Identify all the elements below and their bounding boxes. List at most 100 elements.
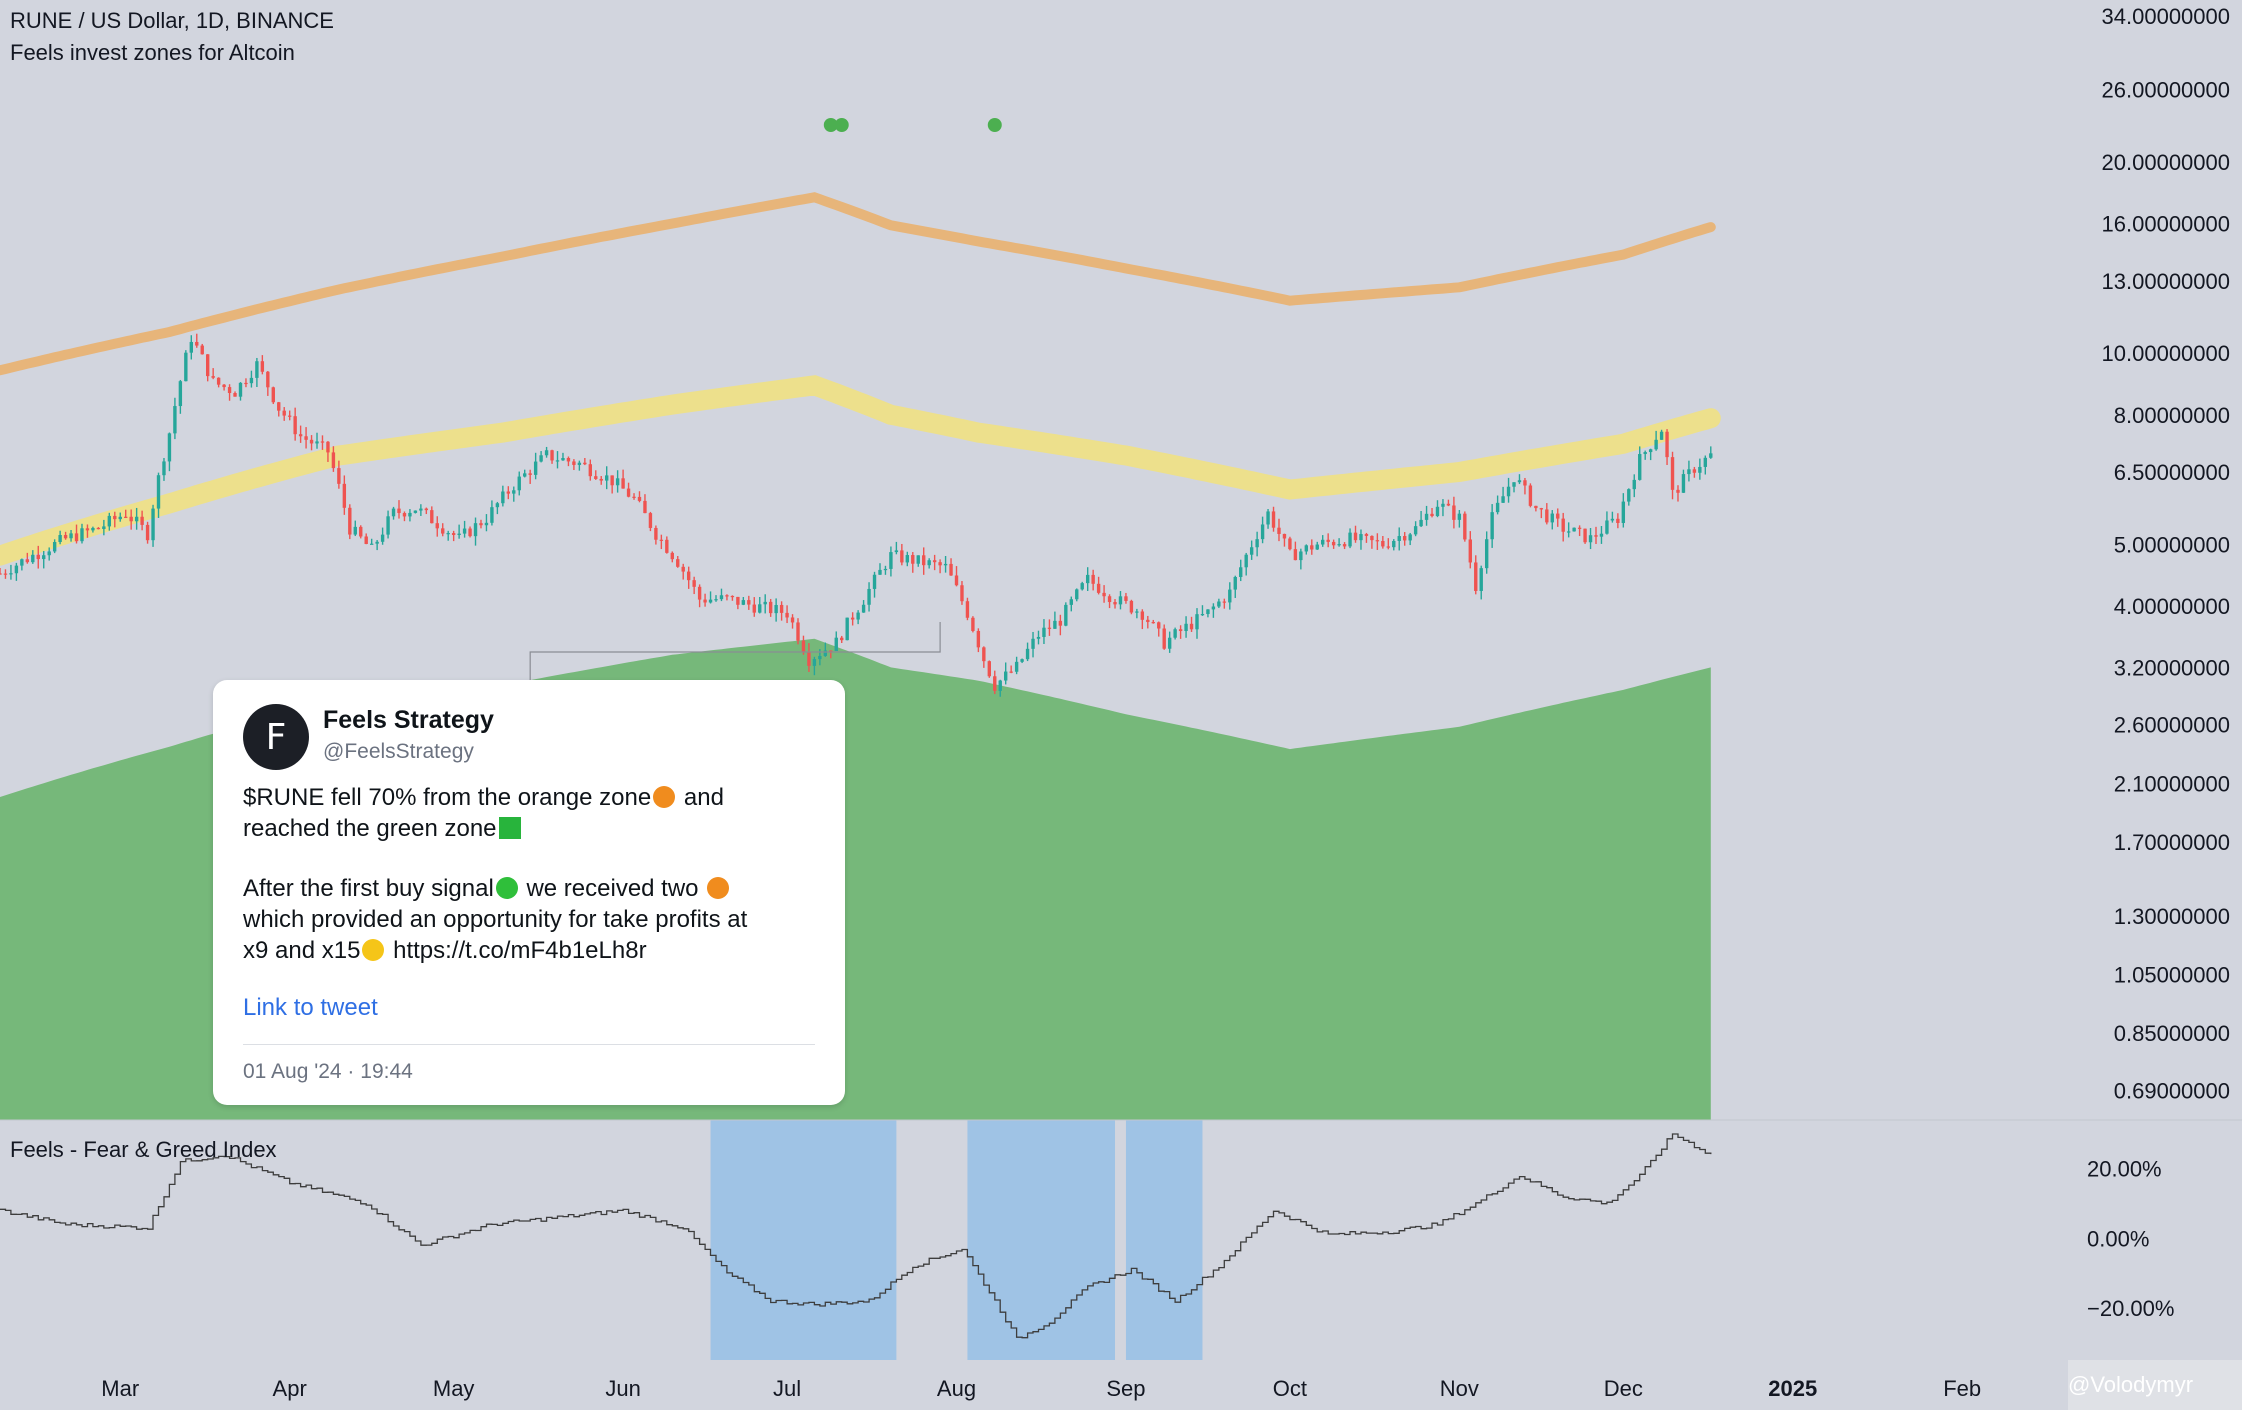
candle-down <box>1282 533 1287 539</box>
candle-up <box>512 490 516 494</box>
candle-up <box>1014 661 1019 672</box>
candle-down <box>74 533 79 542</box>
price-tick-label: 34.00000000 <box>2102 4 2230 29</box>
candle-up <box>1184 623 1188 632</box>
time-axis[interactable]: Mar Apr May Jun Jul Aug Sep Oct Nov Dec 2025 Feb <box>101 1376 1981 1401</box>
candle-down <box>911 555 915 564</box>
candle-down <box>304 436 308 440</box>
price-axis[interactable]: 34.00000000 26.00000000 20.00000000 16.0000… <box>2102 4 2230 1104</box>
candle-up <box>375 541 379 544</box>
candle-up <box>818 655 822 660</box>
candle-up <box>102 526 106 529</box>
candle-down <box>1539 508 1544 510</box>
candle-up <box>1233 576 1237 590</box>
avatar-logo-icon[interactable]: F <box>243 704 309 770</box>
candle-down <box>665 539 669 553</box>
candle-up <box>1419 519 1423 527</box>
price-tick-label: 0.69000000 <box>2114 1079 2230 1104</box>
green-circle-emoji-icon <box>495 877 518 899</box>
yellow-zone-band <box>0 375 1721 566</box>
candle-up <box>1211 606 1216 610</box>
candle-down <box>659 539 664 541</box>
candle-up <box>1195 614 1199 630</box>
indicator-title[interactable]: Feels invest zones for Altcoin <box>10 40 295 65</box>
candle-up <box>162 461 166 476</box>
candle-up <box>484 522 489 526</box>
candle-up <box>107 515 112 527</box>
candle-down <box>195 341 199 346</box>
candle-up <box>823 650 828 656</box>
candle-up <box>1244 554 1248 568</box>
tweet-text: x9 and x15 <box>243 937 361 964</box>
candle-down <box>960 585 964 602</box>
candle-down <box>1113 602 1117 605</box>
candle-down <box>287 415 292 417</box>
candle-up <box>1512 482 1516 487</box>
candle-up <box>889 552 893 569</box>
candle-up <box>1648 449 1653 453</box>
candle-down <box>342 483 347 508</box>
candle-up <box>1441 503 1445 507</box>
candle-down <box>206 354 210 377</box>
subpanel-title[interactable]: Feels - Fear & Greed Index <box>10 1137 277 1162</box>
candle-down <box>790 617 795 623</box>
tweet-text: $RUNE fell 70% from the orange zone <box>243 784 652 811</box>
candle-up <box>1337 544 1341 546</box>
candle-up <box>1036 636 1041 639</box>
tweet-url[interactable]: https://t.co/mF4b1eLh8r <box>386 937 647 964</box>
candle-up <box>1266 511 1270 525</box>
candle-down <box>1556 513 1560 519</box>
candle-down <box>626 488 631 497</box>
candle-up <box>1605 520 1609 534</box>
candle-down <box>326 441 330 453</box>
index-axis[interactable]: 20.00% 0.00% −20.00% <box>2087 1157 2174 1321</box>
candle-down <box>807 652 811 666</box>
candle-down <box>1692 469 1697 473</box>
candle-down <box>566 458 571 462</box>
candle-down <box>506 491 511 494</box>
candle-up <box>577 462 582 465</box>
candle-up <box>31 554 35 563</box>
candle-down <box>3 573 8 575</box>
candle-up <box>1075 589 1079 600</box>
candle-up <box>1490 512 1494 540</box>
candle-down <box>1091 574 1095 584</box>
tweet-author[interactable]: Feels Strategy <box>323 706 494 734</box>
candle-down <box>1140 611 1145 620</box>
candle-up <box>943 563 948 566</box>
candle-up <box>1703 457 1708 467</box>
candle-up <box>708 599 713 603</box>
price-tick-label: 2.10000000 <box>2114 772 2230 797</box>
candle-up <box>1413 526 1418 535</box>
tweet-handle[interactable]: @FeelsStrategy <box>323 740 474 763</box>
time-tick-label: Nov <box>1440 1376 1479 1401</box>
candle-down <box>932 560 937 563</box>
time-tick-label: Aug <box>937 1376 976 1401</box>
candle-down <box>271 387 275 403</box>
candle-down <box>982 647 986 662</box>
price-tick-label: 1.05000000 <box>2114 963 2230 988</box>
candle-down <box>1381 540 1385 547</box>
symbol-title[interactable]: RUNE / US Dollar, 1D, BINANCE <box>10 8 334 33</box>
candle-down <box>752 604 756 613</box>
candle-down <box>730 595 735 598</box>
tweet-card[interactable]: F Feels Strategy @FeelsStrategy $RUNE fe… <box>213 680 845 1105</box>
candle-down <box>840 637 844 641</box>
candle-up <box>1435 506 1440 517</box>
candle-down <box>768 601 773 614</box>
candle-down <box>976 630 981 648</box>
candle-up <box>91 527 95 531</box>
candle-up <box>758 604 762 613</box>
candle-up <box>151 508 155 541</box>
candle-down <box>528 473 532 475</box>
candle-up <box>1681 474 1686 493</box>
candle-down <box>337 468 341 484</box>
candle-down <box>993 676 997 691</box>
candle-down <box>1523 480 1527 486</box>
candle-up <box>184 352 188 382</box>
fear-zone <box>967 1120 1116 1360</box>
link-to-tweet[interactable]: Link to tweet <box>243 994 378 1021</box>
candle-up <box>490 507 494 523</box>
candle-down <box>124 516 128 518</box>
candle-down <box>402 513 407 517</box>
